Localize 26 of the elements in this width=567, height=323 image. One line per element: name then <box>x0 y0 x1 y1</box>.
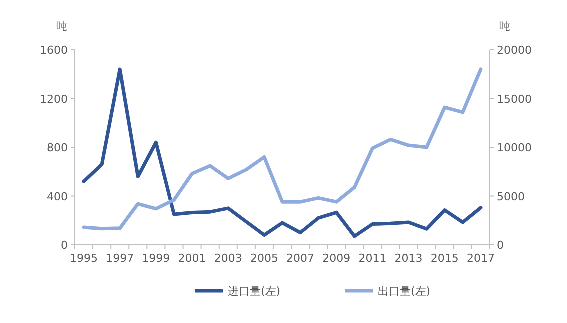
x-tick-label: 1999 <box>142 252 170 265</box>
y2-tick-label: 10000 <box>497 142 532 154</box>
y-tick-label: 1200 <box>40 92 68 106</box>
x-tick-label: 2013 <box>394 252 423 265</box>
x-tick-label: 2007 <box>286 252 315 265</box>
y2-tick-label: 20000 <box>497 44 532 57</box>
legend-label: 出口量(左) <box>378 285 431 298</box>
y2-tick-label: 0 <box>497 239 504 252</box>
legend-label: 进口量(左) <box>228 285 281 298</box>
y2-tick-label: 5000 <box>497 190 525 204</box>
y-axis-title: 吨 <box>56 20 68 33</box>
y-tick-label: 800 <box>47 142 68 154</box>
x-tick-label: 2005 <box>250 252 278 265</box>
x-tick-label: 2017 <box>466 252 495 265</box>
y-tick-label: 1600 <box>40 44 68 57</box>
x-tick-label: 2015 <box>430 252 459 265</box>
y-tick-label: 0 <box>61 239 68 252</box>
y2-tick-label: 15000 <box>497 92 532 106</box>
x-tick-label: 1997 <box>106 252 134 265</box>
y-tick-label: 400 <box>47 190 68 204</box>
x-tick-label: 2009 <box>322 252 351 265</box>
x-tick-label: 2001 <box>178 252 206 265</box>
x-tick-label: 2003 <box>214 252 242 265</box>
y2-axis-title: 吨 <box>500 20 510 33</box>
x-tick-label: 2011 <box>358 252 387 265</box>
x-tick-label: 1995 <box>70 252 98 265</box>
